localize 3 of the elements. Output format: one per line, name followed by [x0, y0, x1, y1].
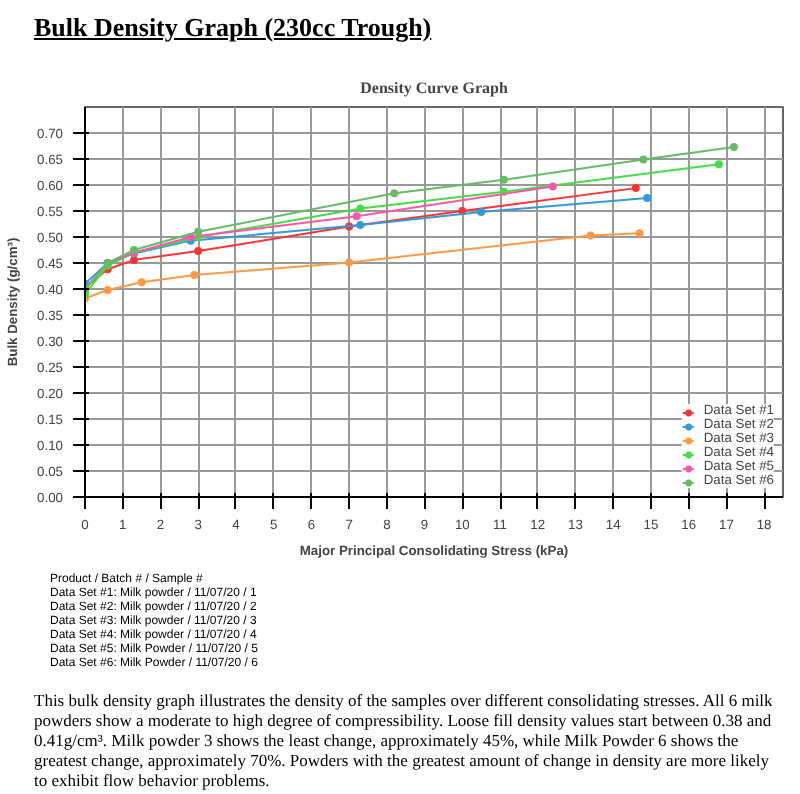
chart-title: Bulk Density Graph (230cc Trough) [34, 10, 432, 46]
chart-subtitle: Density Curve Graph [360, 79, 509, 97]
text: This bulk density graph illustrates the density of the samples over different consolidating stresses. All 6 milk powders show a moderate to high degree of compressibility. Loose fill density values start between 0.38 and 0.41g/cm³. Milk powder 3 shows the least change, approximately 45%, while Milk Powder 6 shows the greatest change, approximately 70%. Powders with the greatest amount of change in density are more likely to exhibit flow behavior problems. [34, 690, 774, 790]
